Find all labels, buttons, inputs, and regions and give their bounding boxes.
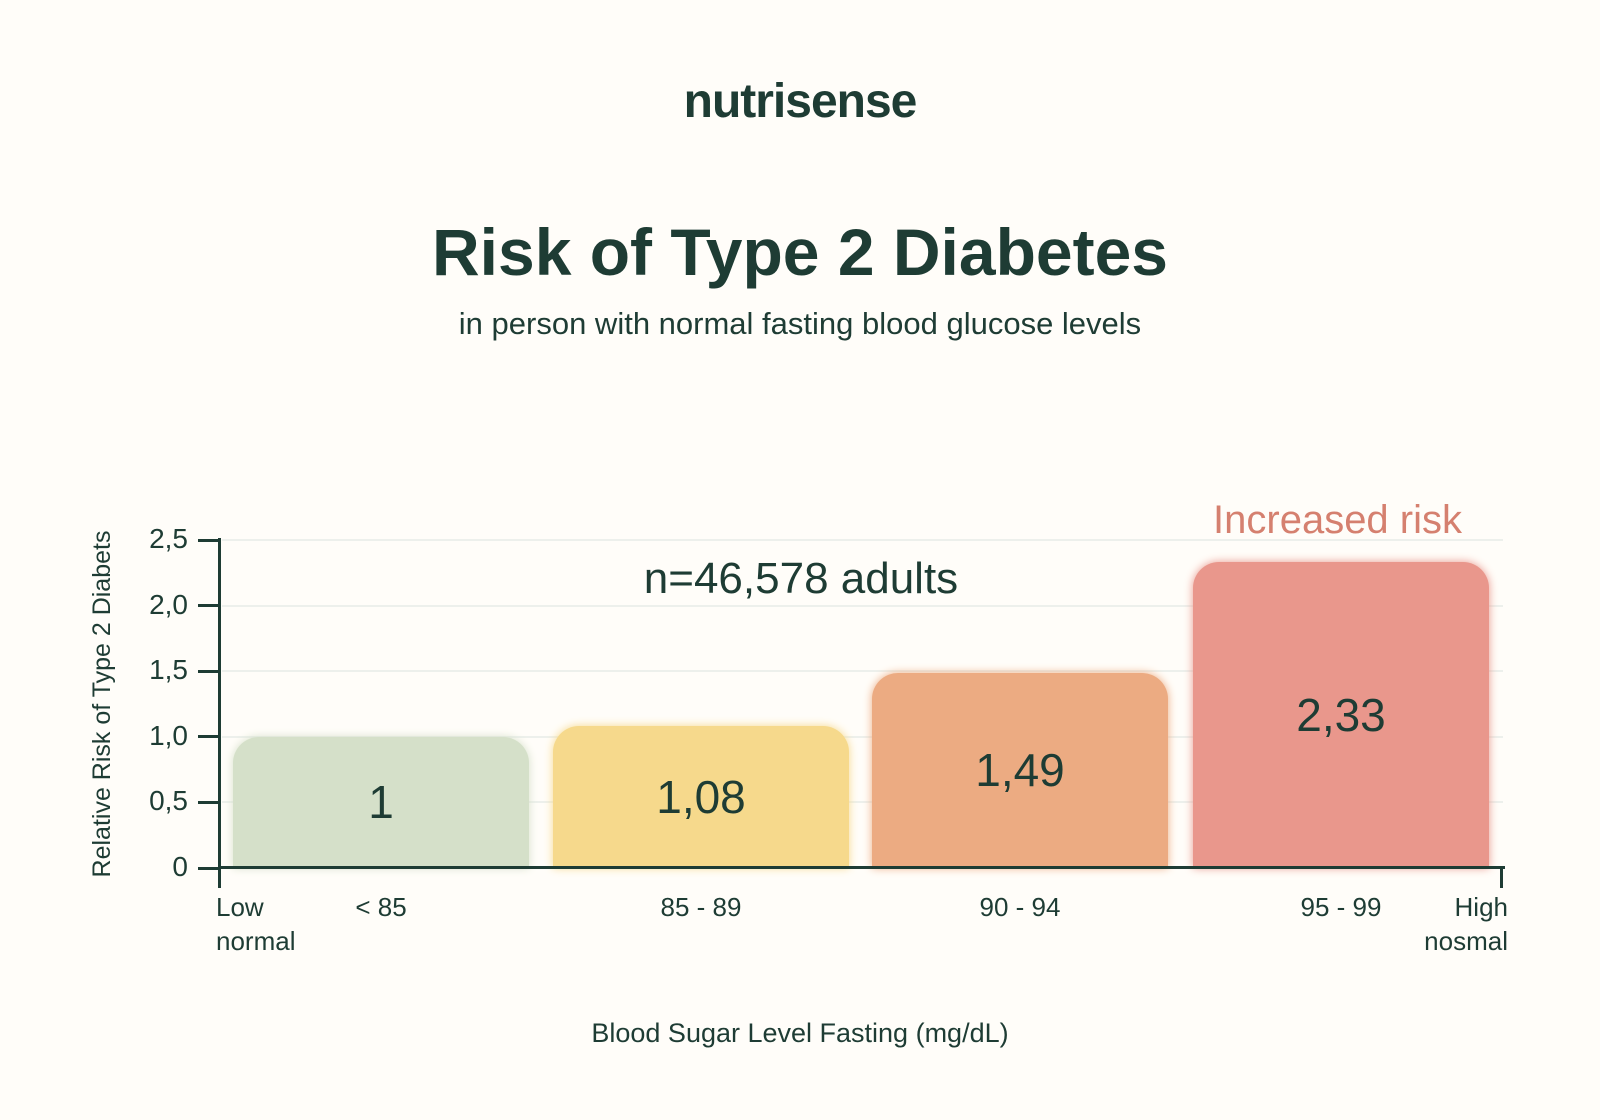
y-tick-label: 1,5 [149, 654, 188, 686]
bar-value-label: 1,49 [975, 744, 1065, 797]
x-edge-label-line: High [1454, 892, 1508, 922]
x-edge-label-low-normal: Low normal [216, 890, 295, 958]
y-axis-line [218, 538, 221, 888]
x-edge-label-line: Low [216, 892, 264, 922]
x-axis-line [218, 866, 1505, 869]
x-category-label: 90 - 94 [979, 892, 1061, 922]
plot-area: Low normal High nosmal 0 0,5 1,0 1,5 2,0 2,5 1… [149, 523, 1508, 956]
increased-risk-annotation: Increased risk [1213, 498, 1462, 542]
bar-<85: 1 [233, 736, 529, 868]
bar-85-89: 1,08 [553, 726, 849, 868]
y-tick-mark [198, 669, 220, 673]
brand-logo: nutrisense [683, 75, 918, 128]
y-tick-mark [198, 604, 220, 608]
y-tick-label: 0 [172, 851, 188, 882]
page-title: Risk of Type 2 Diabetes [431, 215, 1169, 289]
y-tick-mark [198, 538, 220, 542]
bar-value-label: 2,33 [1296, 689, 1386, 742]
y-tick-label: 0,5 [149, 785, 188, 817]
gridline [222, 801, 1503, 804]
x-edge-label-line: nosmal [1424, 926, 1508, 956]
bar-value-label: 1,08 [656, 771, 746, 824]
page-subtitle: in person with normal fasting blood gluc… [458, 306, 1142, 341]
gridline [222, 539, 1503, 541]
y-tick-mark [198, 800, 220, 804]
y-tick-mark [198, 866, 220, 870]
x-category-label: 85 - 89 [660, 892, 742, 922]
y-tick-label: 1,0 [149, 719, 188, 751]
x-edge-label-high-normal: High nosmal [1366, 890, 1508, 958]
gridline [222, 735, 1503, 738]
x-axis-title: Blood Sugar Level Fasting (mg/dL) [591, 1018, 1009, 1048]
y-tick-label: 2,5 [149, 523, 188, 554]
gridline [222, 670, 1503, 673]
bar-value-label: 1 [368, 776, 394, 829]
x-category-label: < 85 [355, 892, 407, 922]
x-axis-end-tick [1500, 866, 1503, 888]
sample-size-annotation: n=46,578 adults [643, 554, 959, 603]
y-tick-mark [198, 735, 220, 739]
bar-90-94: 1,49 [872, 672, 1168, 868]
x-category-label: 95 - 99 [1300, 892, 1382, 922]
x-edge-label-line: normal [216, 926, 296, 956]
bar-95-99: 2,33 [1193, 562, 1489, 868]
y-tick-label: 2,0 [149, 588, 188, 620]
gridline [222, 604, 1503, 607]
